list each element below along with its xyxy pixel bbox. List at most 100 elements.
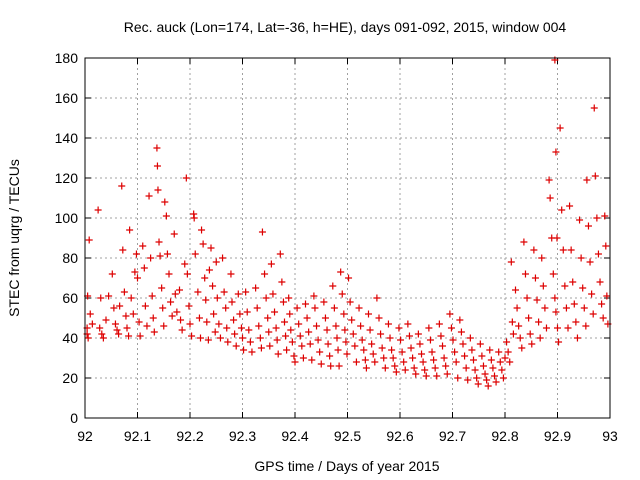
x-tick-label: 92.9: [544, 428, 571, 444]
data-point: [136, 332, 144, 340]
data-point: [330, 304, 338, 312]
data-point: [216, 334, 224, 342]
data-point: [395, 324, 403, 332]
data-point: [113, 326, 121, 334]
data-point: [127, 294, 135, 302]
data-point: [160, 322, 168, 330]
data-point: [545, 176, 553, 184]
data-point: [535, 318, 543, 326]
data-point: [86, 310, 94, 318]
data-point: [163, 250, 171, 258]
data-point: [96, 324, 104, 332]
data-point: [531, 274, 539, 282]
data-point: [84, 334, 92, 342]
data-point: [439, 342, 447, 350]
data-point: [515, 322, 523, 330]
data-point: [564, 324, 572, 332]
x-tick-label: 92.2: [176, 428, 203, 444]
data-point: [185, 302, 193, 310]
data-point: [589, 310, 597, 318]
data-point: [426, 336, 434, 344]
data-point: [155, 238, 163, 246]
data-point: [332, 322, 340, 330]
data-point: [237, 324, 245, 332]
data-point: [279, 298, 287, 306]
data-point: [449, 336, 457, 344]
data-point: [558, 206, 566, 214]
data-point: [123, 324, 131, 332]
data-point: [266, 342, 274, 350]
data-point: [507, 258, 515, 266]
data-point: [116, 302, 124, 310]
data-point: [599, 314, 607, 322]
data-point: [362, 364, 370, 372]
data-point: [518, 344, 526, 352]
data-point: [447, 324, 455, 332]
y-tick-label: 60: [62, 290, 78, 306]
data-point: [183, 270, 191, 278]
data-point: [186, 320, 194, 328]
data-point: [398, 348, 406, 356]
data-point: [243, 308, 251, 316]
data-point: [425, 324, 433, 332]
data-point: [173, 308, 181, 316]
data-point: [371, 358, 379, 366]
data-point: [476, 340, 484, 348]
data-point: [210, 310, 218, 318]
data-point: [88, 320, 96, 328]
data-point: [437, 332, 445, 340]
data-point: [397, 336, 405, 344]
data-point: [165, 270, 173, 278]
data-point: [176, 286, 183, 294]
data-point: [310, 292, 318, 300]
data-point: [153, 144, 161, 152]
data-point: [351, 342, 359, 350]
data-point: [276, 250, 284, 258]
data-point: [298, 342, 306, 350]
data-point: [555, 338, 563, 346]
data-point: [454, 374, 462, 382]
data-point: [419, 358, 427, 366]
data-point: [269, 290, 277, 298]
data-point: [365, 310, 372, 318]
data-point: [97, 294, 105, 302]
data-point: [303, 314, 311, 322]
x-axis-label: GPS time / Days of year 2015: [254, 458, 439, 474]
data-point: [257, 344, 265, 352]
data-point: [552, 148, 560, 156]
data-point: [129, 310, 137, 318]
data-point: [541, 304, 549, 312]
data-point: [149, 314, 157, 322]
data-point: [145, 192, 153, 200]
x-tick-label: 92: [77, 428, 93, 444]
data-point: [321, 314, 329, 322]
data-point: [191, 250, 199, 258]
data-point: [209, 282, 217, 290]
data-point: [341, 326, 349, 334]
data-point: [211, 328, 219, 336]
data-point: [316, 348, 324, 356]
data-point: [215, 320, 223, 328]
data-point: [572, 318, 580, 326]
data-point: [539, 282, 547, 290]
data-point: [308, 356, 316, 364]
data-point: [412, 370, 420, 378]
x-tick-label: 92.4: [281, 428, 308, 444]
data-point: [253, 304, 261, 312]
data-point: [158, 284, 166, 292]
x-tick-label: 93: [602, 428, 618, 444]
data-point: [323, 326, 331, 334]
x-tick-label: 92.3: [229, 428, 256, 444]
data-point: [234, 290, 242, 298]
data-point: [199, 240, 207, 248]
data-point: [295, 320, 303, 328]
data-point: [516, 334, 524, 342]
data-point: [248, 348, 256, 356]
data-point: [126, 226, 134, 234]
data-point: [178, 326, 186, 334]
data-point: [389, 354, 397, 362]
data-point: [337, 268, 345, 276]
data-point: [483, 376, 491, 384]
data-point: [224, 338, 232, 346]
data-point: [360, 346, 368, 354]
